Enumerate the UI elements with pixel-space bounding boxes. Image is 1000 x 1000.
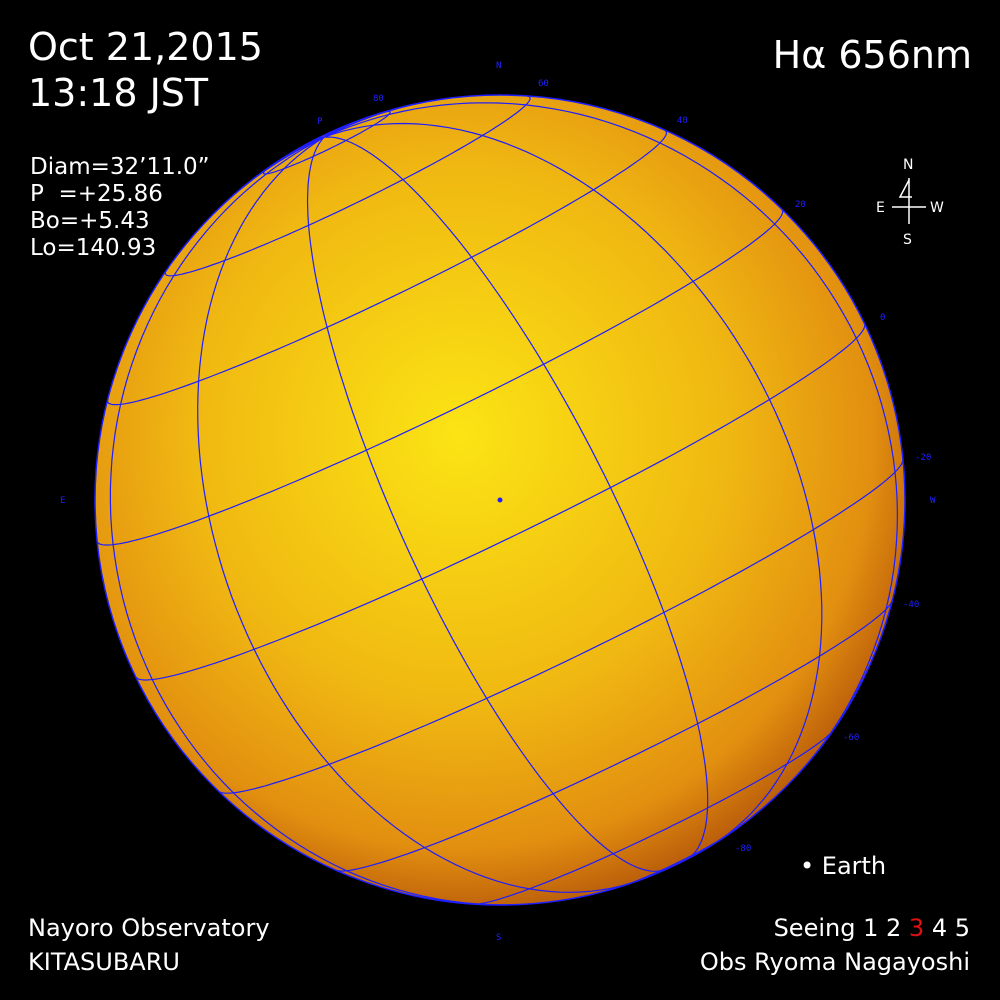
latitude-line: [336, 601, 893, 872]
grid-label-lat: 20: [795, 200, 806, 210]
seeing-label: Seeing: [773, 914, 856, 942]
observer: Obs Ryoma Nagayoshi: [699, 948, 970, 976]
grid-label-n: N: [496, 61, 501, 71]
longitude-line: [323, 122, 823, 846]
latitude-line: [262, 110, 391, 175]
observatory: Nayoro Observatory: [28, 914, 270, 942]
grid-label-lat: -80: [735, 844, 751, 854]
grid-label-lat: -60: [843, 733, 859, 743]
latitude-line: [106, 129, 667, 406]
wavelength: Hα 656nm: [772, 33, 972, 77]
time: 13:18 JST: [28, 71, 209, 115]
disk-center-dot: [497, 497, 503, 503]
longitude-line: [324, 136, 709, 861]
heliographic-grid: [94, 94, 906, 906]
seeing-value-4: 4: [924, 914, 948, 942]
seeing-rating: Seeing 1 2 3 4 5: [774, 916, 970, 940]
seeing-value-1: 1: [863, 914, 879, 942]
earth-legend: • Earth: [800, 852, 887, 880]
longitude-line: [306, 136, 667, 872]
seeing-value-2: 2: [878, 914, 902, 942]
latitude-line: [474, 729, 834, 905]
compass-s: S: [903, 232, 912, 248]
compass-w: W: [930, 200, 944, 216]
telescope: KITASUBARU: [28, 948, 180, 976]
longitude-line: [197, 136, 641, 893]
param-p: P =+25.86: [30, 181, 163, 207]
date: Oct 21,2015: [28, 25, 263, 69]
compass-e: E: [876, 200, 885, 216]
grid-label-lat: -40: [903, 600, 919, 610]
grid-label-s: S: [496, 933, 501, 943]
grid-label-lat: 0: [880, 313, 885, 323]
longitude-line: [323, 102, 899, 777]
latitude-line: [164, 95, 531, 277]
grid-label-lat: -20: [915, 453, 931, 463]
grid-label-p: P: [317, 117, 323, 127]
compass-n: N: [903, 157, 914, 173]
longitude-line: [109, 136, 533, 906]
latitude-line: [218, 459, 904, 794]
param-bo: Bo=+5.43: [30, 208, 150, 234]
latitude-line: [135, 323, 866, 681]
grid-label-w: W: [930, 496, 936, 506]
seeing-value-3: 3: [901, 914, 925, 942]
param-diam: Diam=32’11.0”: [30, 154, 210, 180]
grid-label-lat: 80: [373, 94, 384, 104]
seeing-value-5: 5: [947, 914, 970, 942]
grid-label-lat: 40: [677, 116, 688, 126]
latitude-line: [96, 209, 784, 546]
grid-label-e: E: [60, 496, 65, 506]
param-lo: Lo=140.93: [30, 235, 157, 261]
limb-circle: [94, 94, 906, 906]
grid-label-lat: 60: [538, 79, 549, 89]
